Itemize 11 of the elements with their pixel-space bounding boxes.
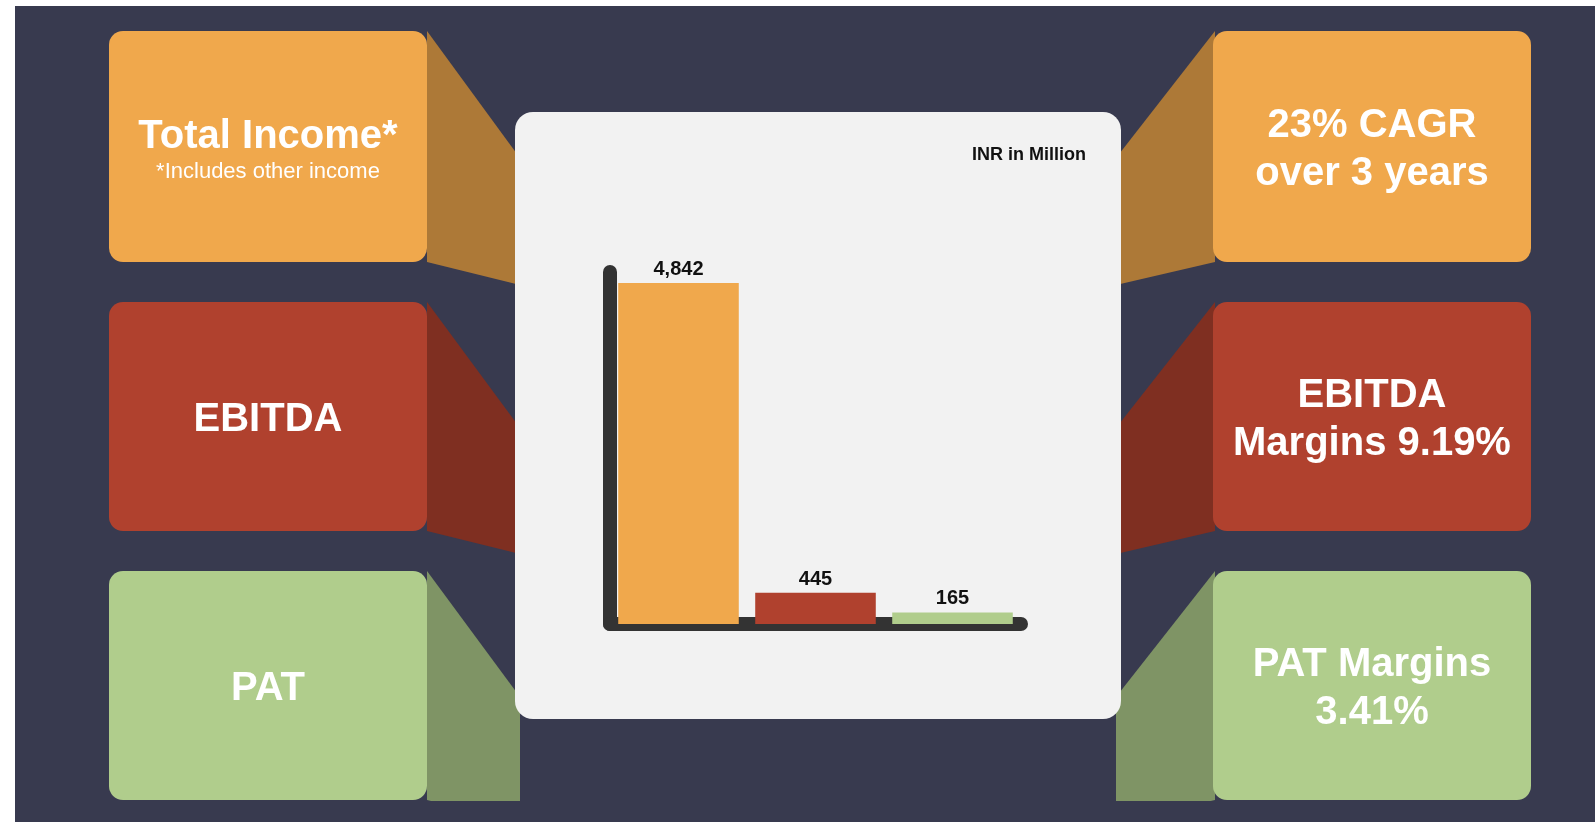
chart-title: INR in Million [972,144,1087,164]
text: 23% CAGR over 3 years [1254,99,1490,195]
text: EBITDA [192,393,344,441]
data-label: 445 [798,566,833,589]
text: EBITDA Margins 9.19% [1232,369,1512,465]
text: PAT [229,662,307,710]
text: Total Income* [137,110,399,158]
text: *Includes other income [156,157,380,184]
data-label: 4,842 [653,257,704,280]
text: PAT Margins 3.41% [1251,638,1493,734]
data-label: 165 [935,586,970,609]
